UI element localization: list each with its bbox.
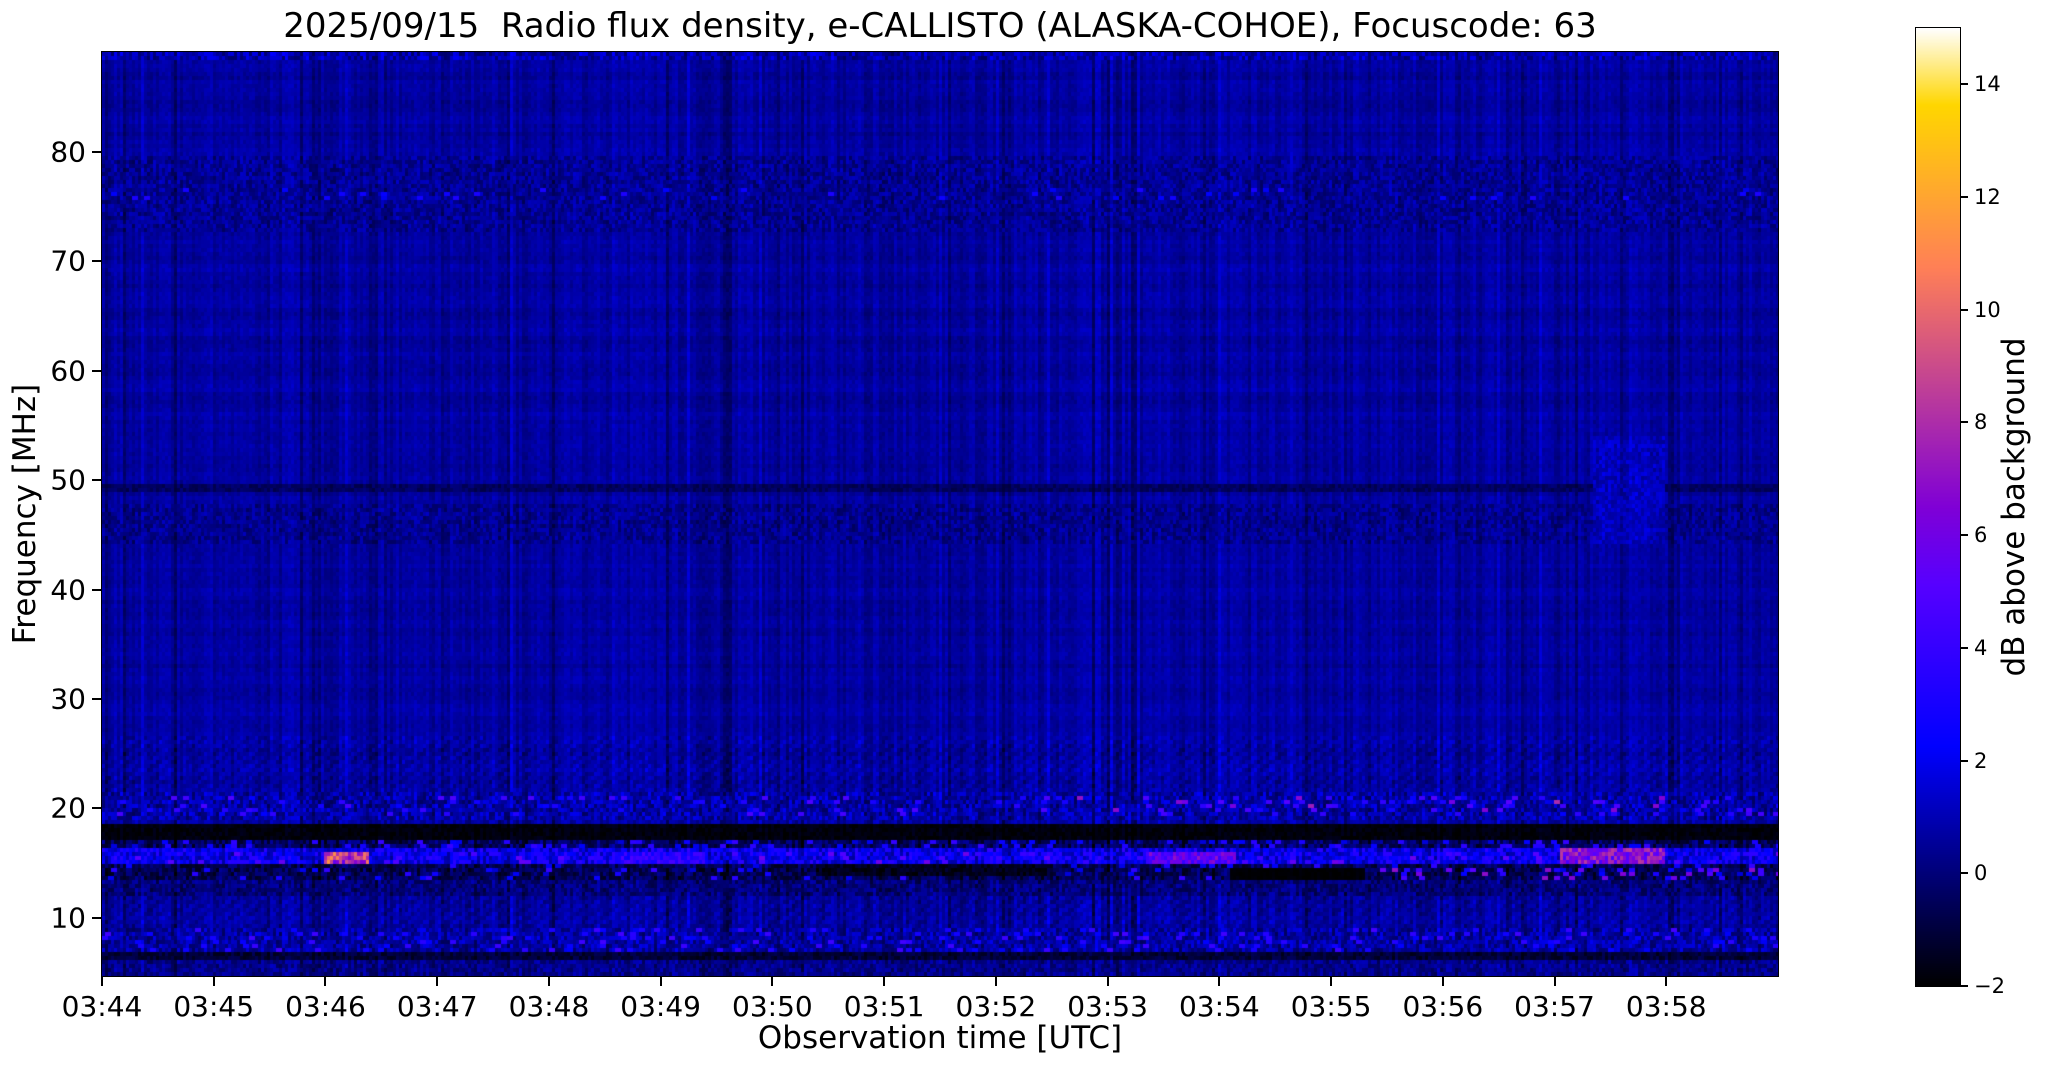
colorbar-tick-mark — [1960, 308, 1968, 311]
chart-title: 2025/09/15 Radio flux density, e-CALLIST… — [283, 6, 1597, 46]
y-tick-mark — [92, 260, 102, 263]
x-tick-label: 03:57 — [1514, 990, 1595, 1023]
x-tick-label: 03:49 — [620, 990, 702, 1023]
x-tick-mark — [883, 976, 886, 986]
x-tick-mark — [1106, 976, 1109, 986]
y-tick-mark — [92, 807, 102, 810]
x-tick-mark — [771, 976, 774, 986]
colorbar-tick-mark — [1960, 83, 1968, 86]
y-tick-mark — [92, 588, 102, 591]
colorbar-label: dB above background — [1996, 337, 2032, 677]
y-tick-label: 50 — [50, 463, 86, 497]
colorbar-tick-mark — [1960, 534, 1968, 537]
y-tick-label: 60 — [50, 354, 86, 388]
plot-area: 03:44 03:45 03:46 03:47 03:48 03:49 03:50 03:51… — [50, 51, 1779, 1023]
x-axis-label: Observation time [UTC] — [757, 1020, 1123, 1056]
x-tick-mark — [547, 976, 550, 986]
x-tick-mark — [1665, 976, 1668, 986]
colorbar-tick-mark — [1960, 872, 1968, 875]
x-tick-mark — [1553, 976, 1556, 986]
y-tick-mark — [92, 698, 102, 701]
x-tick-mark — [659, 976, 662, 986]
x-tick-label: 03:48 — [508, 990, 590, 1023]
x-tick-mark — [994, 976, 997, 986]
x-tick-label: 03:46 — [285, 990, 366, 1023]
colorbar-tick-label: 12 — [1974, 185, 2001, 210]
y-tick-mark — [92, 150, 102, 153]
y-tick-label: 20 — [50, 791, 86, 825]
colorbar-tick-mark — [1960, 646, 1968, 649]
x-tick-label: 03:47 — [396, 990, 478, 1023]
x-tick-mark — [324, 976, 327, 986]
x-tick-label: 03:58 — [1625, 990, 1707, 1023]
x-tick-label: 03:44 — [61, 990, 143, 1023]
x-tick-mark — [1218, 976, 1221, 986]
x-tick-label: 03:50 — [732, 990, 813, 1023]
x-tick-label: 03:45 — [173, 990, 255, 1023]
colorbar-tick-label: 4 — [1974, 635, 1988, 660]
y-tick-mark — [92, 369, 102, 372]
colorbar-tick-mark — [1960, 759, 1968, 762]
colorbar: −2 0 2 4 6 8 10 12 14 — [1915, 27, 2005, 998]
colorbar-tick-label: 14 — [1974, 72, 2001, 97]
x-tick-mark — [212, 976, 215, 986]
colorbar-tick-mark — [1960, 196, 1968, 199]
x-tick-label: 03:52 — [955, 990, 1037, 1023]
y-tick-mark — [92, 916, 102, 919]
y-tick-label: 30 — [50, 682, 86, 716]
x-tick-mark — [436, 976, 439, 986]
x-tick-label: 03:55 — [1290, 990, 1372, 1023]
colorbar-tick-label: 2 — [1974, 748, 1988, 773]
colorbar-tick-label: 10 — [1974, 297, 2001, 322]
x-tick-mark — [1330, 976, 1333, 986]
spectrogram-canvas — [101, 51, 1779, 977]
colorbar-tick-mark — [1960, 421, 1968, 424]
colorbar-tick-label: 6 — [1974, 523, 1988, 548]
x-tick-label: 03:54 — [1178, 990, 1260, 1023]
x-tick-mark — [101, 976, 103, 986]
y-tick-label: 80 — [50, 135, 86, 169]
colorbar-tick-mark — [1960, 985, 1968, 987]
y-axis-label: Frequency [MHz] — [7, 383, 43, 645]
x-tick-label: 03:56 — [1402, 990, 1484, 1023]
x-tick-label: 03:51 — [843, 990, 925, 1023]
y-tick-label: 40 — [50, 573, 86, 607]
colorbar-tick-label: 0 — [1974, 861, 1988, 886]
y-tick-label: 70 — [50, 244, 86, 278]
y-tick-mark — [92, 479, 102, 482]
colorbar-tick-label: 8 — [1974, 410, 1988, 435]
x-tick-label: 03:53 — [1067, 990, 1148, 1023]
colorbar-gradient-canvas — [1915, 27, 1961, 987]
x-tick-mark — [1441, 976, 1444, 986]
y-tick-label: 10 — [50, 901, 86, 935]
colorbar-tick-label: −2 — [1974, 974, 2005, 998]
